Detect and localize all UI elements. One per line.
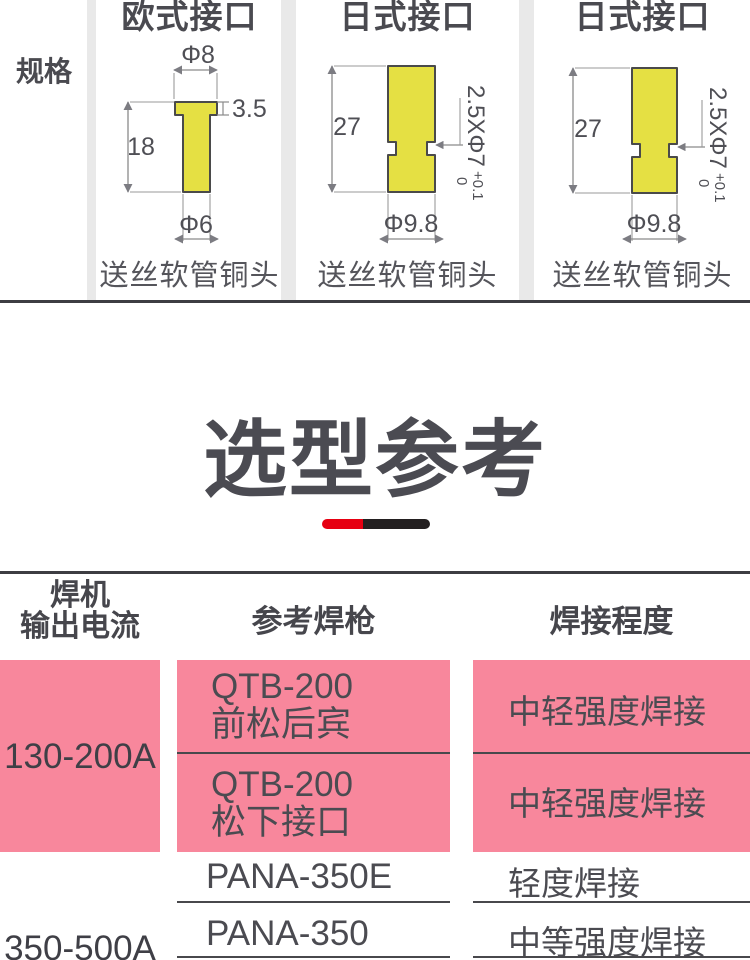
- table-header-degree: 焊接程度: [549, 604, 674, 639]
- spec-side-label: 规格: [15, 56, 72, 87]
- dim-hole-tol-minus: 0: [695, 179, 712, 187]
- degree-row4: 中等强度焊接: [508, 924, 706, 960]
- spec-section-bottom-rule: [0, 300, 750, 303]
- dim-hole-label: 2.5XΦ7: [704, 87, 731, 169]
- dim-height-label: 18: [127, 133, 155, 161]
- dim-height-label: 27: [333, 113, 361, 141]
- col1-header: 欧式接口: [121, 0, 258, 35]
- gun-row2-line1: QTB-200: [211, 765, 353, 804]
- connector-body-shape: [174, 101, 218, 193]
- divider-col1-col2: [281, 0, 296, 302]
- degree-row2: 中轻强度焊接: [508, 785, 706, 822]
- row-divider: [177, 956, 450, 958]
- row-divider: [473, 901, 750, 903]
- row-divider: [473, 752, 750, 754]
- section-title: 选型参考: [202, 413, 547, 507]
- dim-top-diameter-label: Φ8: [181, 41, 215, 69]
- table-header-gun: 参考焊枪: [251, 604, 376, 639]
- pink-cell-current: [0, 660, 160, 852]
- dim-hole-tol-minus: 0: [453, 177, 470, 185]
- divider-col2-col3: [519, 0, 534, 302]
- dim-height-label: 27: [574, 115, 602, 143]
- connector-body-shape: [631, 67, 678, 194]
- col3-caption: 送丝软管铜头: [552, 260, 733, 292]
- col1-caption: 送丝软管铜头: [99, 260, 280, 292]
- gun-row2: QTB-200 松下接口: [211, 766, 353, 842]
- dim-hole-tol-plus: +0.1: [711, 173, 728, 203]
- dim-bottom-diameter-label: Φ9.8: [384, 210, 439, 238]
- col3-header: 日式接口: [574, 0, 711, 35]
- dim-hole-tol-plus: +0.1: [469, 171, 486, 201]
- table-header-current: 焊机 输出电流: [0, 580, 160, 642]
- table-header-current-line1: 焊机: [50, 579, 110, 612]
- gun-row1-line1: QTB-200: [211, 667, 353, 706]
- col2-caption: 送丝软管铜头: [317, 260, 498, 292]
- dim-hole-annotation: 2.5XΦ7 +0.1 0: [453, 85, 489, 201]
- gun-row1: QTB-200 前松后宾: [211, 668, 353, 744]
- dim-bottom-diameter-label: Φ6: [179, 211, 213, 239]
- title-accent-bar: [322, 519, 430, 529]
- degree-row3: 轻度焊接: [508, 865, 640, 902]
- pink-cell-degree: [473, 660, 750, 852]
- diagram-european-connector: Φ8 3.5 18 Φ6: [123, 41, 267, 244]
- connector-body-shape: [387, 65, 436, 193]
- dim-hole-label: 2.5XΦ7: [462, 85, 489, 167]
- current-range-1: 130-200A: [4, 737, 156, 776]
- row-divider: [473, 956, 750, 958]
- gun-row3: PANA-350E: [206, 857, 393, 896]
- dim-hole-annotation: 2.5XΦ7 +0.1 0: [695, 87, 731, 203]
- table-top-rule: [0, 571, 750, 574]
- dim-cap-height-label: 3.5: [232, 95, 267, 123]
- diagram-japanese-connector-2: 27 2.5XΦ7 +0.1 0 Φ9.8: [568, 67, 731, 244]
- dim-bottom-diameter-label: Φ9.8: [627, 210, 682, 238]
- gun-row4: PANA-350: [206, 914, 369, 953]
- table-header-current-line2: 输出电流: [20, 610, 140, 643]
- divider-sidebar: [87, 0, 96, 302]
- row-divider: [177, 901, 450, 903]
- diagram-japanese-connector-1: 27 2.5XΦ7 +0.1 0 Φ9.8: [327, 65, 489, 244]
- col2-header: 日式接口: [339, 0, 476, 35]
- gun-row1-line2: 前松后宾: [211, 705, 352, 744]
- gun-row2-line2: 松下接口: [211, 803, 352, 842]
- degree-row1: 中轻强度焊接: [508, 693, 706, 730]
- current-range-2: 350-500A: [4, 929, 156, 960]
- row-divider: [177, 752, 450, 754]
- pink-cell-gun: [177, 660, 450, 852]
